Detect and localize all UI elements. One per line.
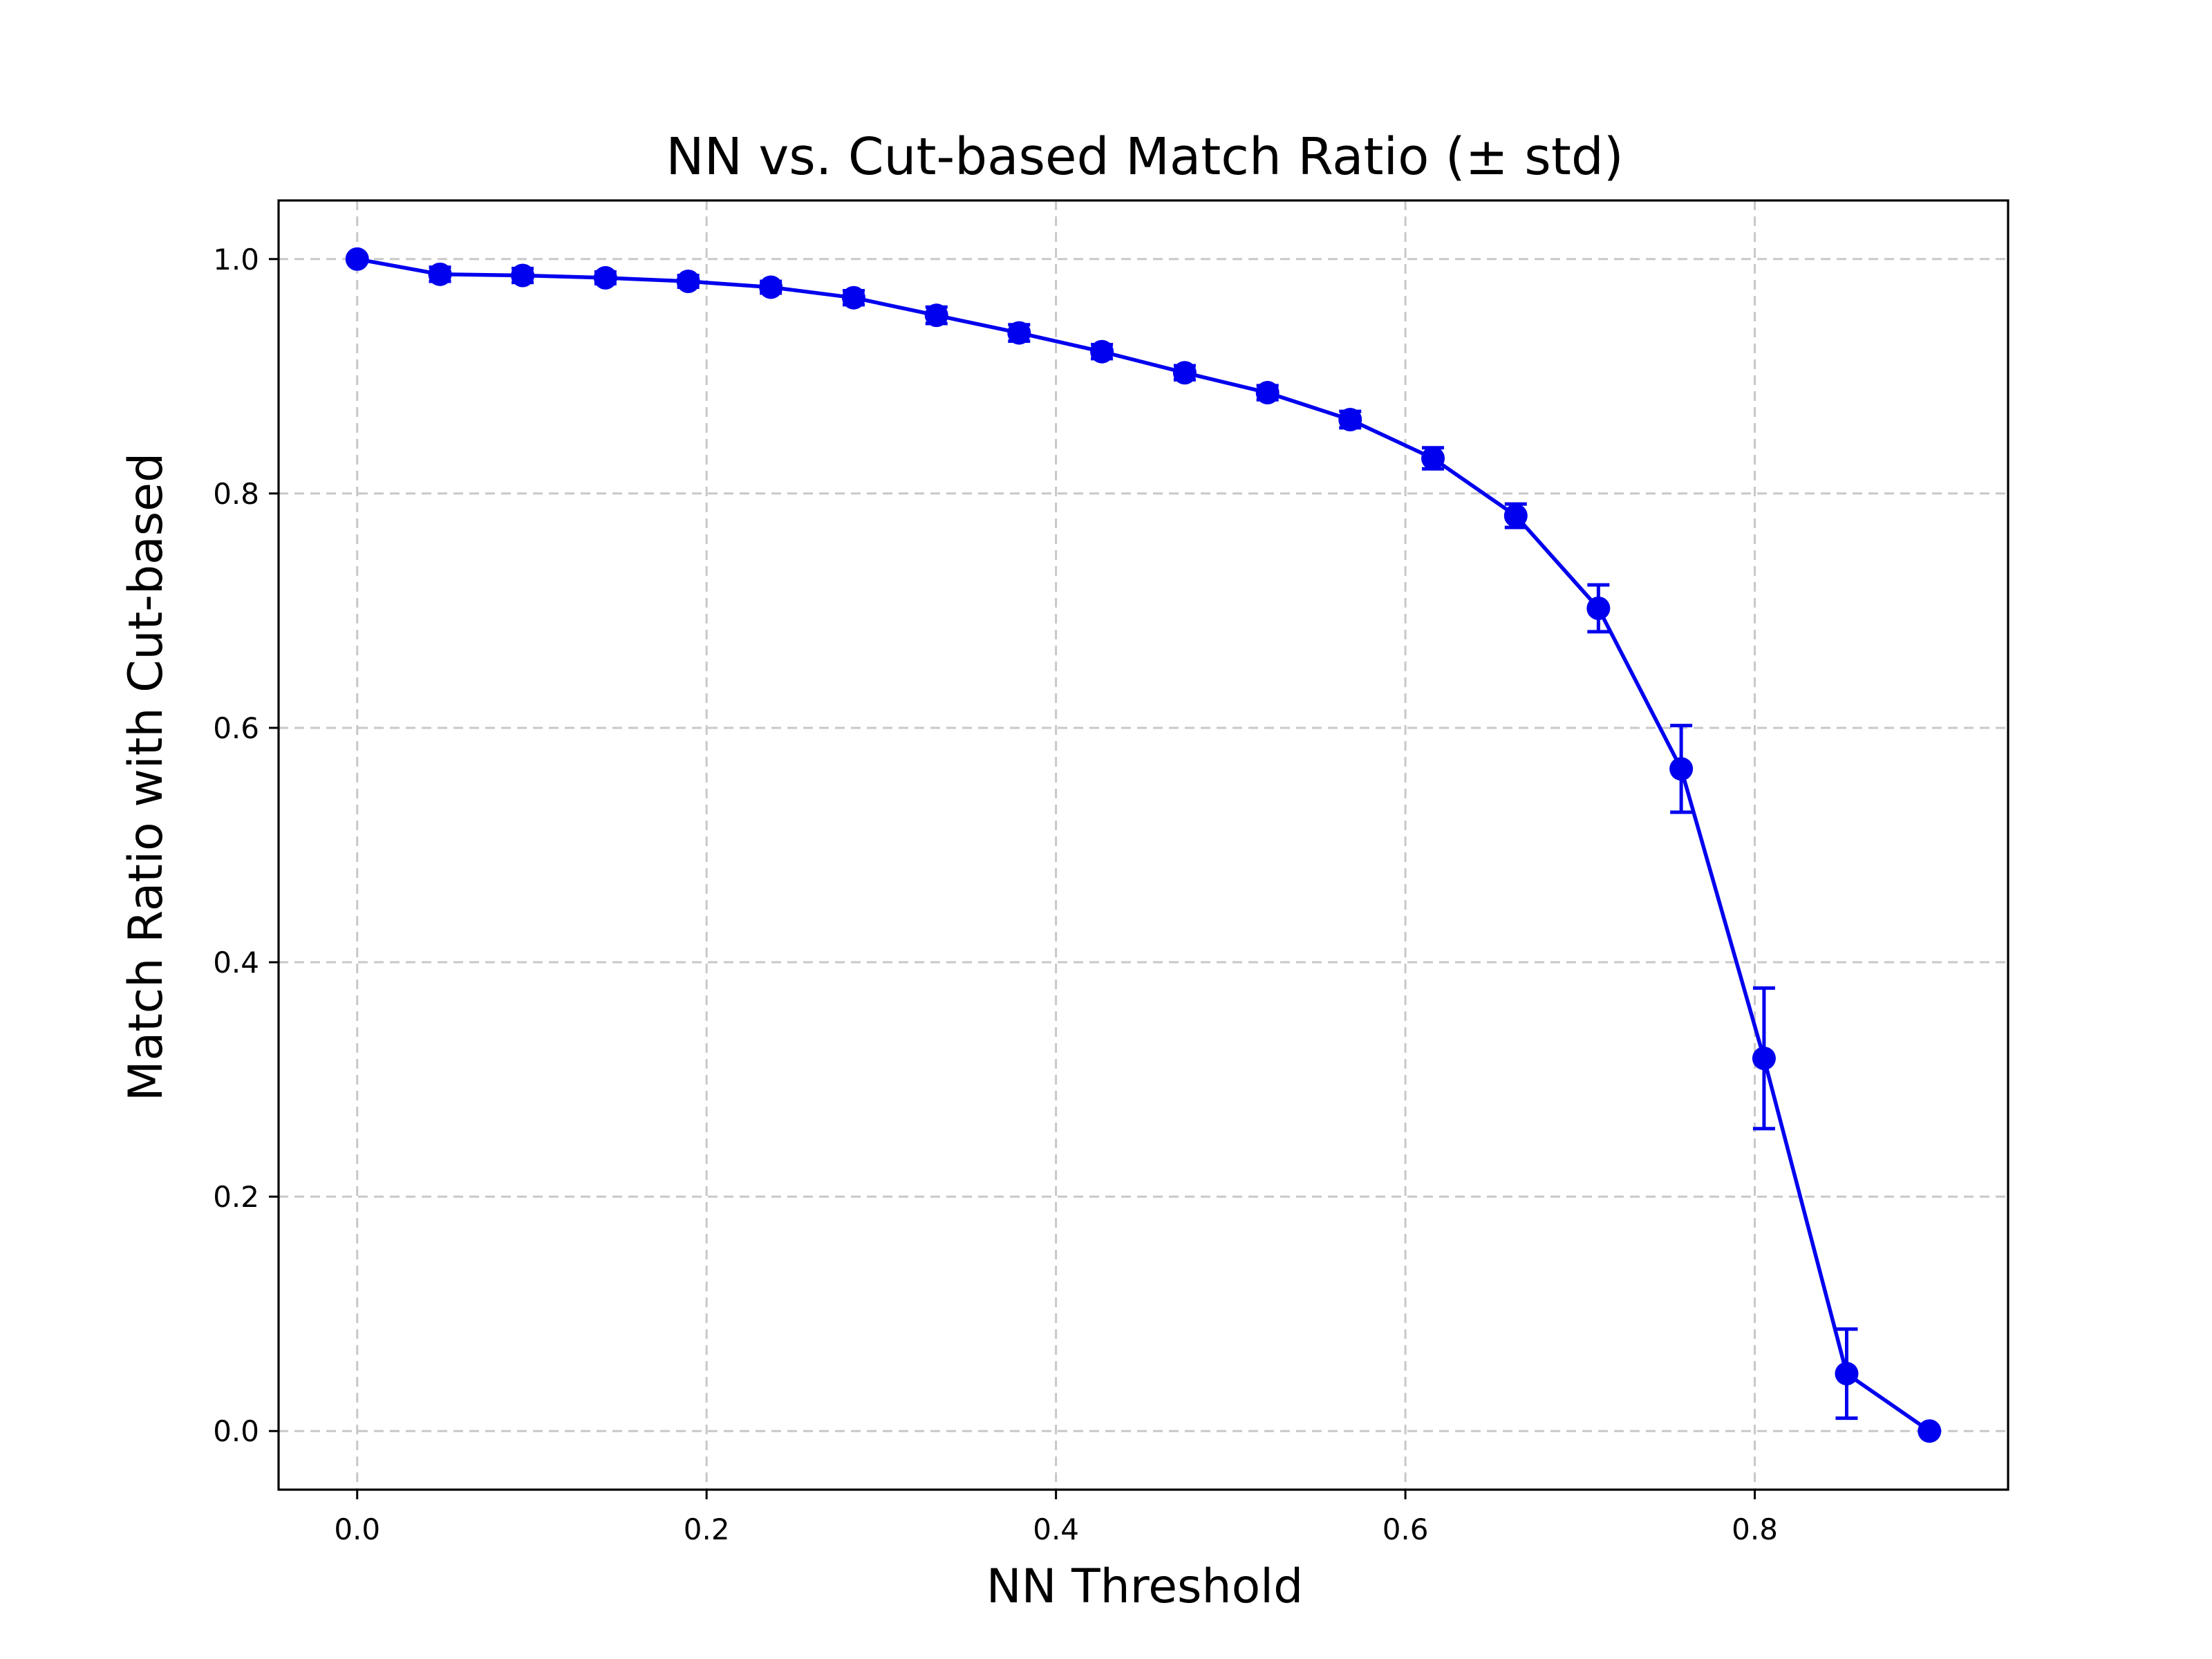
data-point <box>924 303 948 328</box>
y-tick-label: 0.0 <box>213 1414 259 1448</box>
data-point <box>1090 339 1114 364</box>
plot-frame <box>277 199 2009 1491</box>
data-point <box>1752 1047 1776 1071</box>
x-tick-label: 0.6 <box>1382 1512 1429 1546</box>
x-tick-label: 0.2 <box>684 1512 730 1546</box>
data-point <box>1255 381 1280 405</box>
data-point <box>1421 447 1445 470</box>
y-tick-label: 0.8 <box>213 477 259 511</box>
data-point <box>1669 757 1694 781</box>
data-point <box>1503 504 1528 528</box>
series-layer <box>345 247 1942 1443</box>
y-tick-label: 0.2 <box>213 1180 259 1214</box>
data-point <box>345 247 369 271</box>
chart-title: NN vs. Cut-based Match Ratio (± std) <box>666 127 1623 187</box>
grid-layer <box>279 200 2008 1490</box>
data-point <box>511 263 535 288</box>
data-point <box>1338 408 1362 432</box>
y-tick-label: 1.0 <box>213 243 259 276</box>
data-point <box>1172 361 1197 385</box>
y-tick-label: 0.4 <box>213 946 259 980</box>
x-axis-title: NN Threshold <box>986 1559 1303 1614</box>
data-point <box>1835 1362 1859 1386</box>
x-tick-label: 0.0 <box>334 1512 380 1546</box>
series-line <box>357 257 1931 1433</box>
data-point <box>428 262 452 286</box>
y-axis-title: Match Ratio with Cut-based <box>119 453 174 1101</box>
data-point <box>1918 1419 1942 1443</box>
data-point <box>1007 321 1031 345</box>
x-tick-label: 0.4 <box>1033 1512 1079 1546</box>
data-point <box>1586 597 1611 621</box>
tick-layer: 0.0 0.2 0.4 0.6 0.8 0.0 0.2 0.4 0.6 0.8 1.0 <box>213 243 1778 1546</box>
data-point <box>759 275 783 299</box>
data-point <box>676 269 700 293</box>
data-point <box>841 285 865 310</box>
data-point <box>593 265 617 290</box>
x-tick-label: 0.8 <box>1732 1512 1778 1546</box>
y-tick-label: 0.6 <box>213 711 259 745</box>
